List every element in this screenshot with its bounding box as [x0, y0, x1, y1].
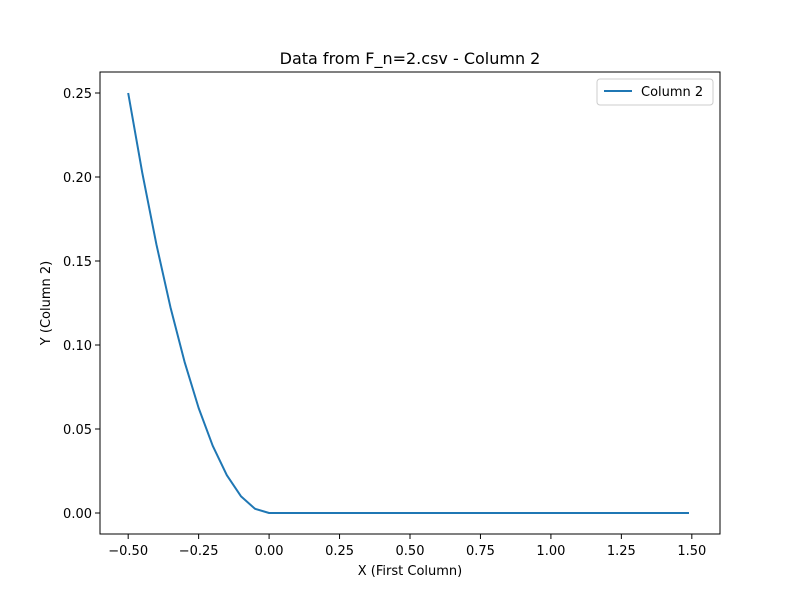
legend-label: Column 2: [641, 85, 703, 100]
x-axis-ticks: −0.50 −0.25 0.00 0.25 0.50 0.75 1.00 1.25 1.50: [108, 534, 706, 559]
y-axis-ticks: 0.00 0.05 0.10 0.15 0.20 0.25: [63, 87, 100, 522]
y-tick-label: 0.10: [63, 339, 92, 354]
series-layer: [127, 92, 689, 514]
x-tick-label: 0.00: [255, 544, 284, 559]
x-tick-label: 1.25: [607, 544, 636, 559]
y-tick-label: 0.15: [63, 255, 92, 270]
x-tick-label: 0.25: [325, 544, 354, 559]
x-tick-label: −0.25: [179, 544, 219, 559]
y-tick-label: 0.00: [63, 507, 92, 522]
series-line: [127, 92, 689, 514]
x-axis-label: X (First Column): [358, 564, 462, 579]
plot-area-frame: [99, 71, 721, 535]
y-tick-label: 0.25: [63, 87, 92, 102]
y-tick-label: 0.20: [63, 171, 92, 186]
legend-box: [596, 78, 714, 106]
legend: Column 2: [596, 78, 714, 106]
x-tick-label: 0.75: [466, 544, 495, 559]
x-tick-label: 0.50: [396, 544, 425, 559]
chart-title: Data from F_n=2.csv - Column 2: [280, 49, 541, 69]
y-tick-label: 0.05: [63, 423, 92, 438]
x-tick-label: 1.50: [677, 544, 706, 559]
x-tick-label: 1.00: [536, 544, 565, 559]
y-axis-label: Y (Column 2): [39, 261, 54, 346]
x-tick-label: −0.50: [108, 544, 148, 559]
